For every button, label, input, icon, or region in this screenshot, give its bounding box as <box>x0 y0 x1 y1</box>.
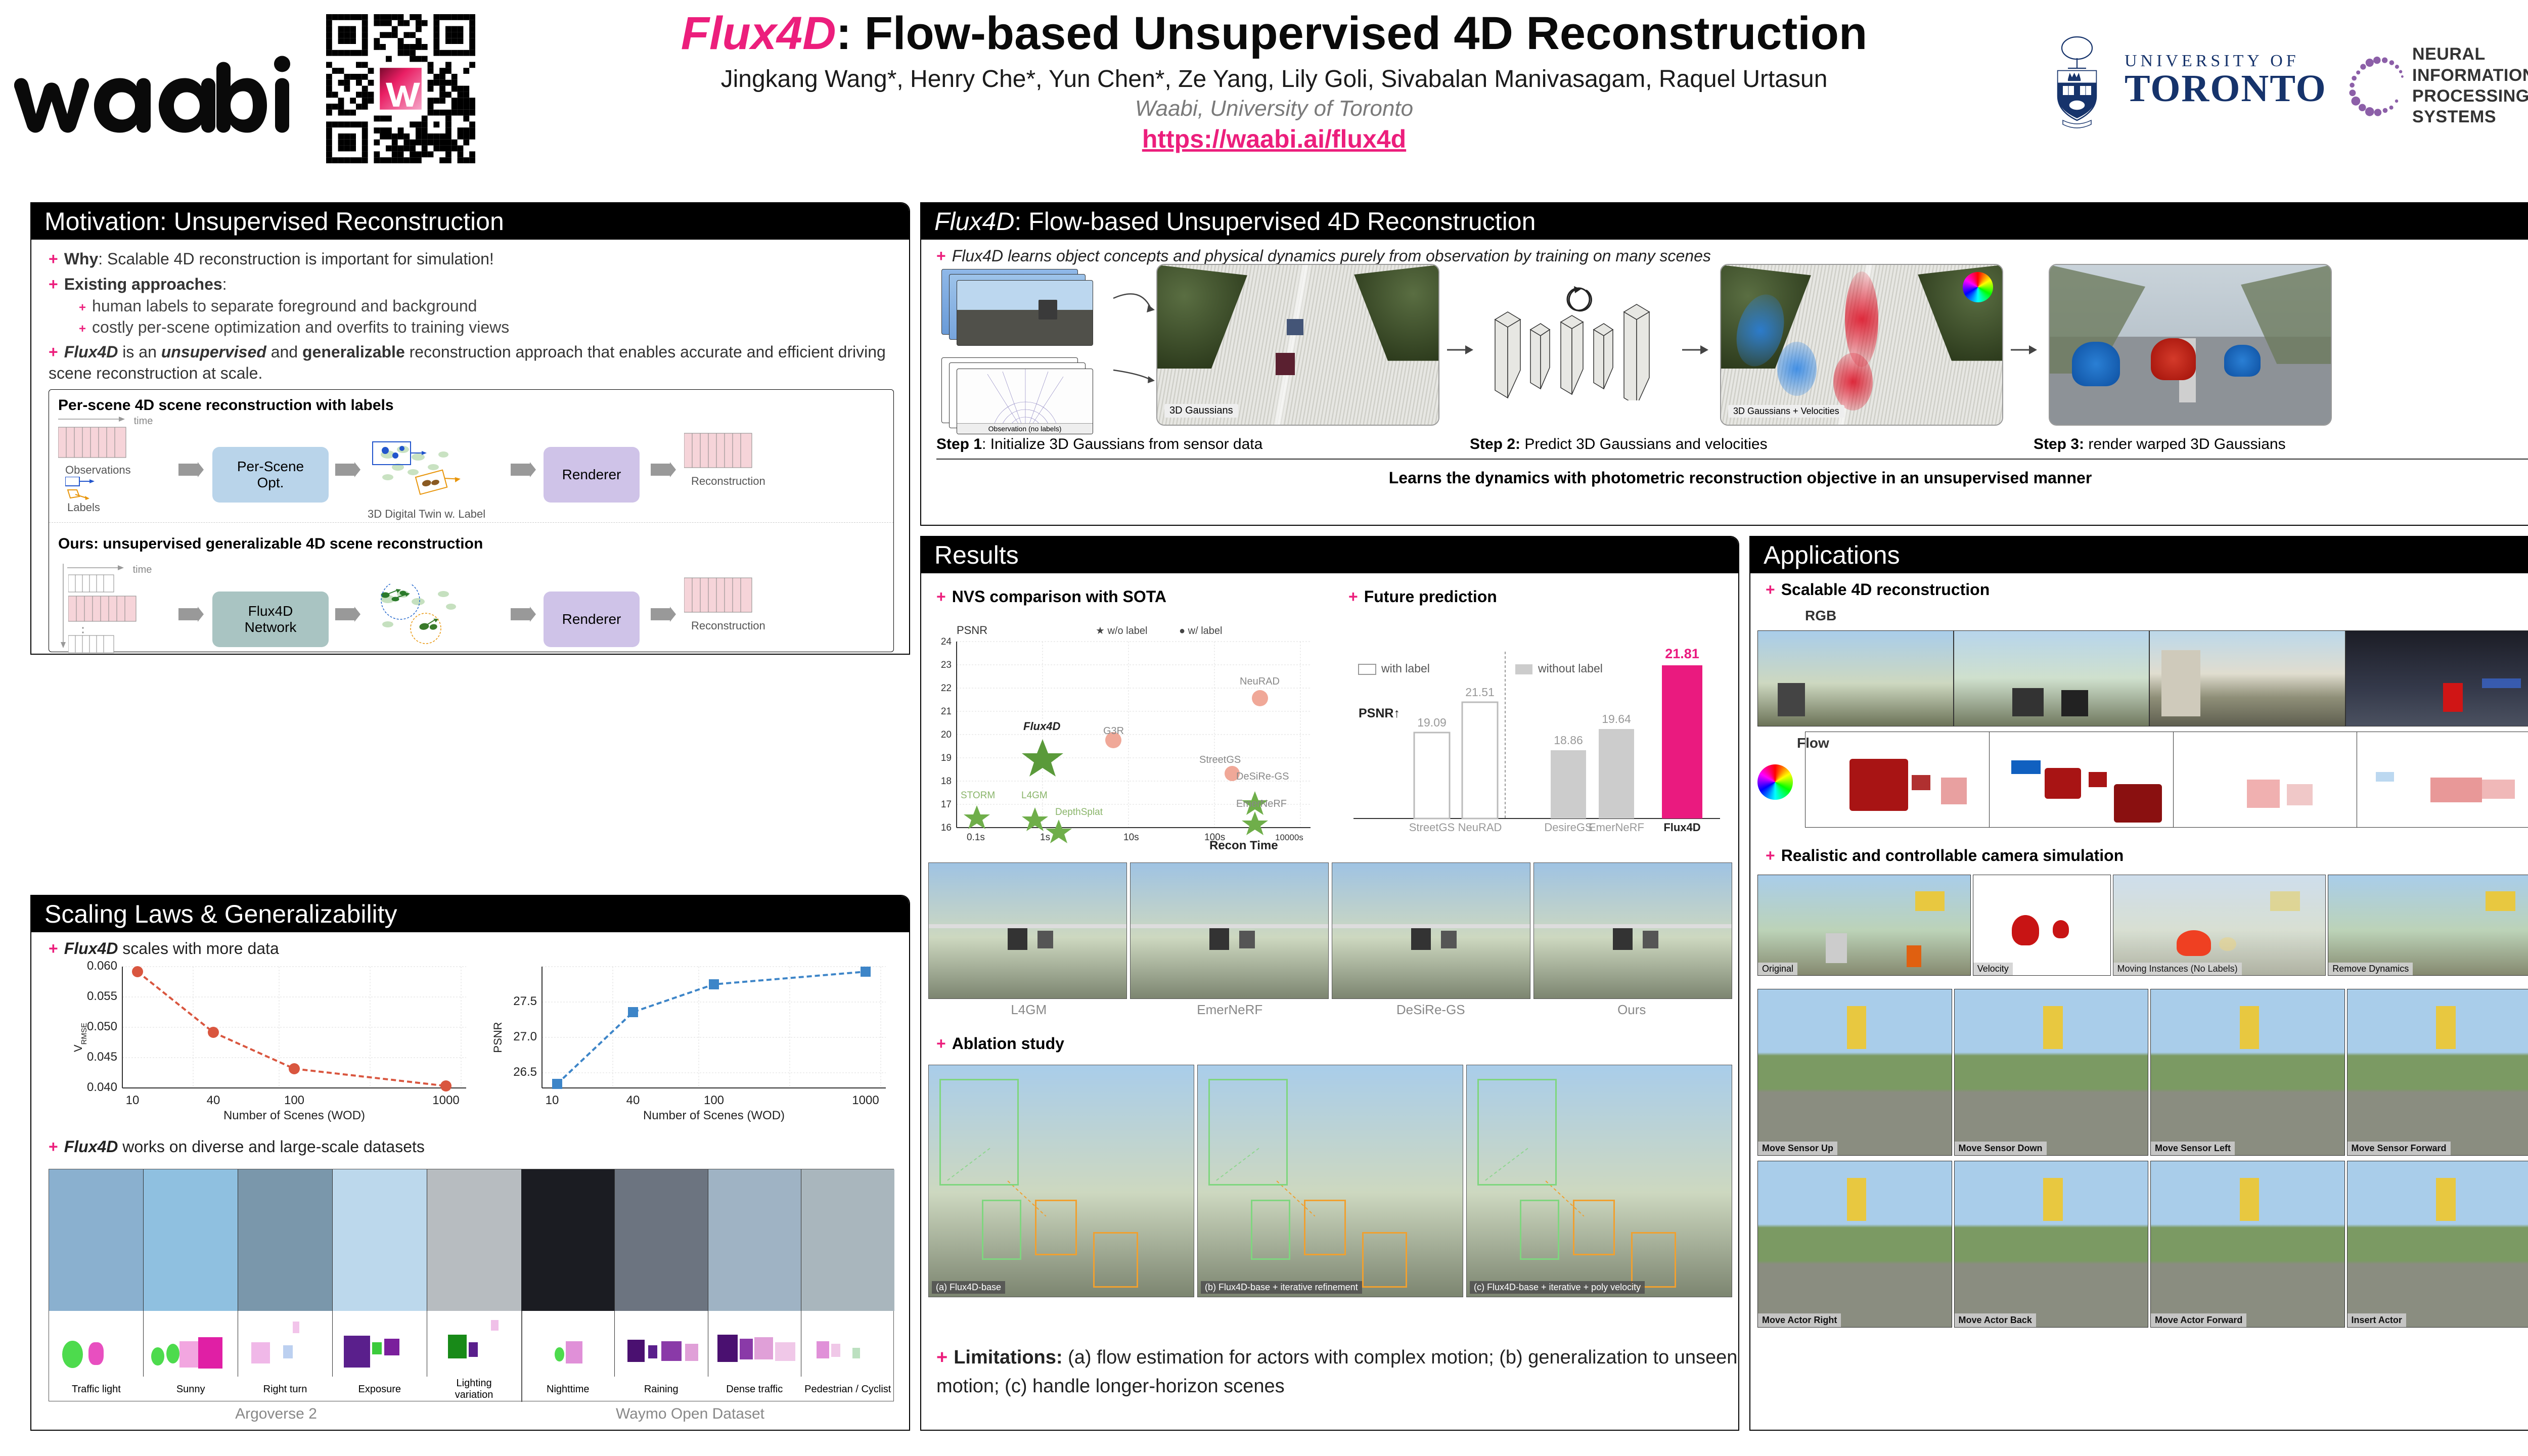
svg-text:0.055: 0.055 <box>87 989 117 1003</box>
svg-text:0.060: 0.060 <box>87 959 117 973</box>
svg-text:0.1s: 0.1s <box>967 832 985 843</box>
svg-text:DeSiRe-GS: DeSiRe-GS <box>1236 771 1289 782</box>
svg-text:100: 100 <box>284 1094 304 1107</box>
svg-text:100s: 100s <box>1204 832 1225 843</box>
svg-text:DepthSplat: DepthSplat <box>1055 807 1103 817</box>
svg-text:40: 40 <box>207 1094 220 1107</box>
svg-text:0.040: 0.040 <box>87 1080 117 1094</box>
svg-text:10s: 10s <box>1123 832 1139 843</box>
svg-text:NeuRAD: NeuRAD <box>1458 821 1502 834</box>
svg-text:PSNR: PSNR <box>491 1022 504 1053</box>
svg-text:DesireGS: DesireGS <box>1544 821 1592 834</box>
svg-text:STORM: STORM <box>961 790 995 801</box>
svg-text:16: 16 <box>941 823 952 833</box>
svg-text:Flux4D: Flux4D <box>1663 821 1700 834</box>
svg-text:0.050: 0.050 <box>87 1020 117 1033</box>
svg-text:PSNR: PSNR <box>957 624 987 636</box>
svg-text:0.045: 0.045 <box>87 1050 117 1064</box>
svg-text:with label: with label <box>1381 662 1430 675</box>
svg-text:NeuRAD: NeuRAD <box>1240 676 1280 687</box>
svg-text:PSNR↑: PSNR↑ <box>1359 706 1400 720</box>
svg-text:21.81: 21.81 <box>1665 646 1699 661</box>
svg-text:without label: without label <box>1538 662 1603 675</box>
svg-text:10: 10 <box>546 1094 559 1107</box>
svg-text:27.5: 27.5 <box>513 994 537 1008</box>
svg-text:StreetGS: StreetGS <box>1409 821 1455 834</box>
svg-text:22: 22 <box>941 683 952 694</box>
svg-text:★ w/o label: ★ w/o label <box>1096 625 1147 636</box>
svg-text:10000s: 10000s <box>1275 833 1303 842</box>
svg-text:● w/ label: ● w/ label <box>1179 625 1222 636</box>
svg-text:EmerNeRF: EmerNeRF <box>1589 821 1644 834</box>
svg-text:10: 10 <box>126 1094 140 1107</box>
svg-text:EmerNeRF: EmerNeRF <box>1236 798 1287 809</box>
svg-text:1s: 1s <box>1040 832 1050 843</box>
svg-text:G3R: G3R <box>1103 725 1124 737</box>
svg-text:19.09: 19.09 <box>1417 716 1447 729</box>
svg-text:StreetGS: StreetGS <box>1199 754 1241 765</box>
svg-text:19: 19 <box>941 753 952 763</box>
svg-text:18: 18 <box>941 776 952 787</box>
svg-text:18.86: 18.86 <box>1554 734 1583 747</box>
svg-text:1000: 1000 <box>432 1094 459 1107</box>
svg-text:L4GM: L4GM <box>1021 790 1048 801</box>
svg-text:21: 21 <box>941 706 952 717</box>
svg-text:19.64: 19.64 <box>1602 712 1631 725</box>
svg-text:26.5: 26.5 <box>513 1065 537 1079</box>
svg-text:Flux4D: Flux4D <box>1023 720 1060 733</box>
svg-text:23: 23 <box>941 660 952 670</box>
svg-text:40: 40 <box>626 1094 640 1107</box>
svg-text:Number of Scenes (WOD): Number of Scenes (WOD) <box>643 1109 785 1122</box>
svg-text:100: 100 <box>704 1094 724 1107</box>
svg-text:1000: 1000 <box>852 1094 879 1107</box>
svg-text:Number of Scenes (WOD): Number of Scenes (WOD) <box>223 1109 365 1122</box>
svg-text:27.0: 27.0 <box>513 1030 537 1043</box>
svg-text:24: 24 <box>941 636 952 647</box>
svg-text:17: 17 <box>941 799 952 810</box>
svg-text:20: 20 <box>941 730 952 740</box>
svg-text:21.51: 21.51 <box>1465 686 1495 699</box>
svg-text:VRMSE: VRMSE <box>72 1023 88 1052</box>
